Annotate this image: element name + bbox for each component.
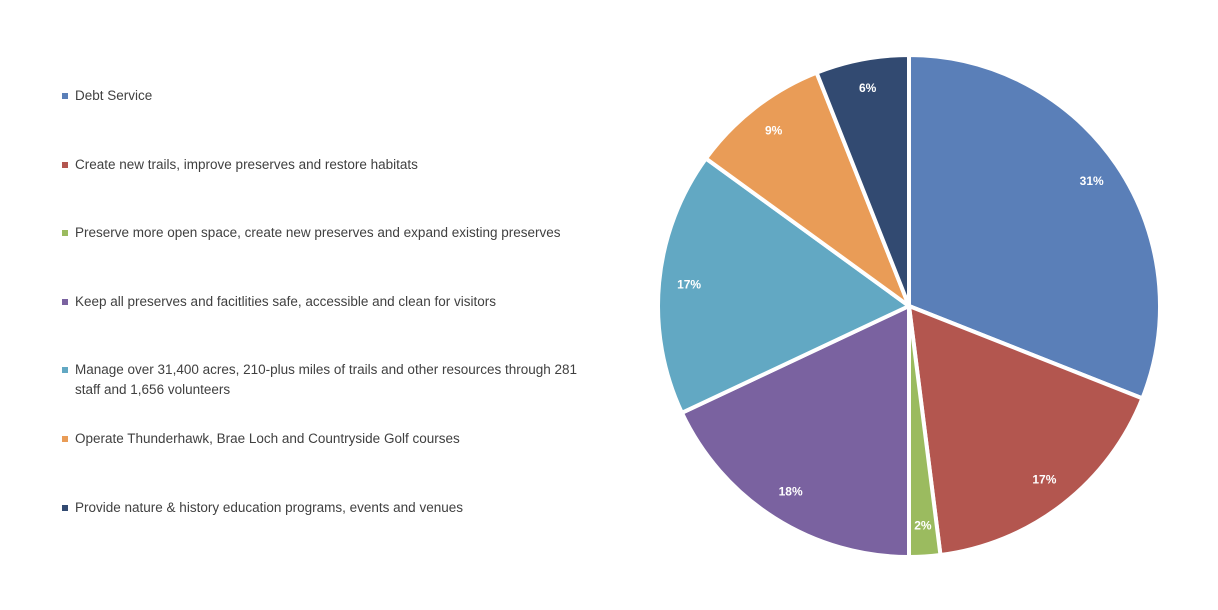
legend-item: Create new trails, improve preserves and… [62,155,602,175]
legend-label: Create new trails, improve preserves and… [75,156,418,172]
legend-swatch [62,367,68,374]
legend-swatch [62,161,68,168]
legend-swatch [62,230,68,237]
legend-item: Provide nature & history education progr… [62,498,602,518]
legend-swatch [62,93,68,99]
pie-slice [907,304,1145,558]
legend-label: Keep all preserves and facitlities safe,… [75,293,496,309]
data-label: 2% [914,519,932,533]
legend-swatch [62,436,68,442]
data-label: 9% [765,124,783,138]
pie-slice [703,70,911,308]
legend-item: Keep all preserves and facitlities safe,… [62,292,602,312]
legend-label: Debt Service [75,88,153,103]
legend-label: Manage over 31,400 acres, 210-plus miles… [75,362,578,398]
data-label: 31% [1080,174,1104,188]
legend-swatch [62,298,68,305]
pie-slice [679,304,911,559]
legend-item: Operate Thunderhawk, Brae Loch and Count… [62,429,602,449]
data-label: 6% [859,81,877,95]
data-label: 18% [779,485,803,499]
legend-swatch [62,504,68,511]
legend-item: Manage over 31,400 acres, 210-plus miles… [62,360,602,400]
data-label: 17% [1032,473,1056,487]
pie-slice [814,53,911,308]
pie-slice [907,53,1162,401]
legend-label: Preserve more open space, create new pre… [75,225,561,241]
pie-slice [656,156,911,415]
legend-label: Operate Thunderhawk, Brae Loch and Count… [75,431,460,446]
legend-label: Provide nature & history education progr… [75,499,463,515]
legend-item: Debt Service [62,86,602,106]
legend-item: Preserve more open space, create new pre… [62,223,602,243]
data-label: 17% [677,277,701,291]
